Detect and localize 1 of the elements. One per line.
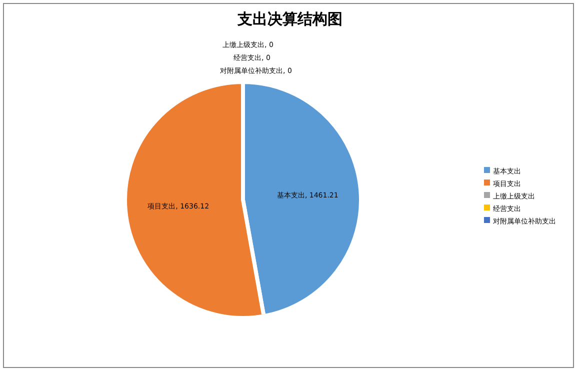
chart-title: 支出决算结构图 — [236, 10, 342, 28]
